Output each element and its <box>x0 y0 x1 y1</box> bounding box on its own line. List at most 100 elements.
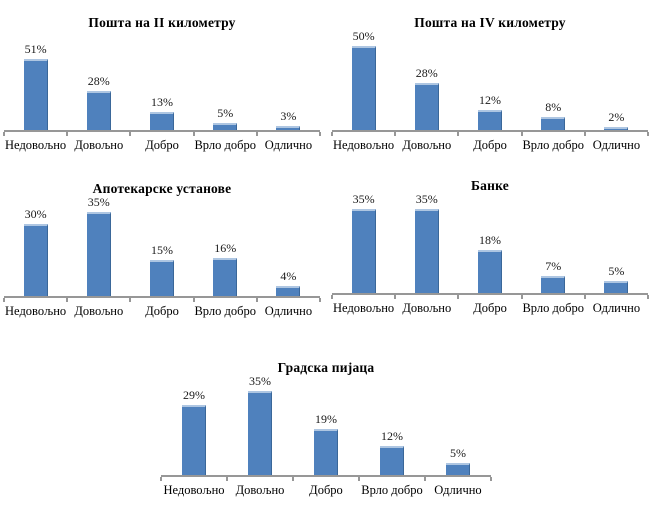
value-label: 35% <box>249 374 271 388</box>
category-label: Довољно <box>74 138 124 152</box>
bar <box>414 83 439 130</box>
value-label: 5% <box>217 106 234 120</box>
axis-tick <box>3 298 5 302</box>
bar-column: 51% <box>4 43 67 130</box>
category-label: Недовољно <box>333 138 395 152</box>
plot-area: 51% 28% 13% 5% 3% <box>3 43 321 136</box>
bar-column: 50% <box>332 30 395 130</box>
bar-column: 7% <box>522 211 585 293</box>
bar <box>23 224 48 296</box>
plot-area: 35% 35% 18% 7% 5% <box>331 193 649 299</box>
bar-column: 30% <box>4 208 67 296</box>
bar <box>380 446 404 475</box>
value-label: 35% <box>87 195 110 209</box>
category-label: Довољно <box>402 301 452 315</box>
category-axis: Недовољно Довољно Добро Врло добро Одлично <box>4 304 320 319</box>
bar <box>351 209 376 293</box>
value-label: 12% <box>381 429 403 443</box>
axis-tick <box>647 132 649 136</box>
bar <box>604 127 629 130</box>
bar <box>248 391 272 475</box>
value-label: 5% <box>608 264 625 278</box>
axis-tick <box>66 298 69 302</box>
axis-tick <box>394 132 397 136</box>
bar-column: 12% <box>458 48 521 130</box>
category-label: Добро <box>145 304 179 318</box>
axis-tick <box>457 295 460 299</box>
category-label: Врло добро <box>194 304 256 318</box>
bar-column: 35% <box>332 193 395 293</box>
bar <box>86 91 111 130</box>
category-label: Одлично <box>264 138 313 152</box>
bar-column: 35% <box>395 193 458 293</box>
plot-area: 30% 35% 15% 16% 4% <box>3 196 321 302</box>
axis-tick <box>647 295 649 299</box>
chart-banke: Банке 35% 35% 18% 7% 5% Недовољно Довољно Добр… <box>331 175 649 321</box>
category-label: Одлично <box>592 301 641 315</box>
value-label: 28% <box>87 74 110 88</box>
bar-column: 15% <box>130 214 193 296</box>
value-label: 30% <box>24 207 47 221</box>
chart-posta-2km: Пошта на II километру 51% 28% 13% 5% 3% Недо… <box>3 12 321 158</box>
category-label: Недовољно <box>5 138 67 152</box>
value-label: 4% <box>280 269 297 283</box>
axis-tick <box>160 477 162 481</box>
axis-tick <box>331 295 333 299</box>
category-label: Недовољно <box>333 301 395 315</box>
bar <box>213 123 238 130</box>
bar <box>351 46 376 130</box>
category-label: Врло добро <box>361 483 423 497</box>
bar-column: 5% <box>425 393 491 475</box>
axis-tick <box>583 295 586 299</box>
bar-column: 3% <box>257 48 320 130</box>
category-label: Одлично <box>592 138 641 152</box>
category-label: Довољно <box>74 304 124 318</box>
bar-column: 4% <box>257 214 320 296</box>
bar-column: 12% <box>359 393 425 475</box>
axis-tick <box>358 477 360 481</box>
axis-tick <box>520 132 523 136</box>
bar <box>182 405 206 475</box>
category-label: Одлично <box>434 483 482 497</box>
bar <box>478 110 502 130</box>
chart-title: Пошта на II километру <box>88 15 236 30</box>
bar <box>314 429 338 475</box>
bar-column: 16% <box>194 214 257 296</box>
bar-column: 2% <box>585 48 648 130</box>
bar <box>213 258 238 296</box>
category-label: Довољно <box>235 483 285 497</box>
category-label: Добро <box>309 483 343 497</box>
category-label: Добро <box>145 138 179 152</box>
chart-apotekarske-ustanove: Апотекарске установе 30% 35% 15% 16% 4% Недо… <box>3 178 321 324</box>
bar-column: 19% <box>293 393 359 475</box>
bar-column: 28% <box>67 48 130 130</box>
bar-column: 29% <box>161 389 227 475</box>
value-label: 13% <box>151 95 173 109</box>
bar-column: 35% <box>67 196 130 296</box>
value-label: 35% <box>415 192 438 206</box>
category-label: Добро <box>473 138 507 152</box>
category-label: Одлично <box>264 304 313 318</box>
value-label: 15% <box>151 243 173 257</box>
bar-column: 35% <box>227 375 293 475</box>
value-label: 50% <box>352 29 375 43</box>
plot-area: 29% 35% 19% 12% 5% <box>160 375 492 481</box>
axis-tick <box>192 132 195 136</box>
category-label: Врло добро <box>194 138 256 152</box>
bar-column: 13% <box>130 48 193 130</box>
value-label: 19% <box>315 412 337 426</box>
bar <box>414 209 439 293</box>
bar <box>276 286 301 296</box>
value-label: 5% <box>450 446 466 460</box>
axis-tick <box>394 295 397 299</box>
bar <box>276 126 301 130</box>
category-label: Врло добро <box>522 301 584 315</box>
category-axis: Недовољно Довољно Добро Врло добро Одлично <box>332 138 648 153</box>
category-label: Добро <box>473 301 507 315</box>
axis-tick <box>129 298 132 302</box>
bar <box>446 463 470 475</box>
chart-title: Градска пијаца <box>277 360 375 375</box>
category-label: Довољно <box>402 138 452 152</box>
axis-tick <box>255 298 258 302</box>
axis-tick <box>226 477 228 481</box>
